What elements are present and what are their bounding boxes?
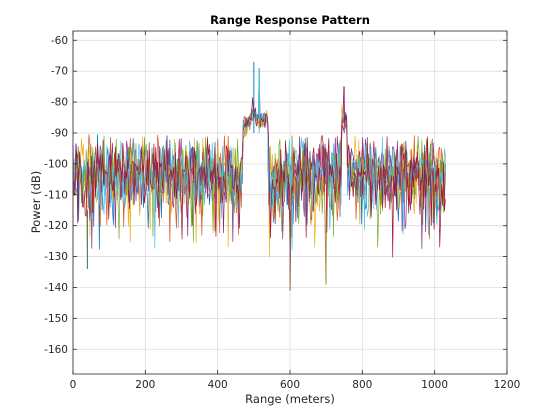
y-tick-label: -90	[51, 127, 68, 139]
y-tick-label: -110	[44, 189, 68, 201]
y-tick-label: -80	[51, 97, 68, 109]
y-tick-label: -140	[44, 282, 68, 294]
x-tick-label: 600	[280, 379, 300, 391]
series-lines	[72, 61, 446, 291]
x-axis-label: Range (meters)	[245, 392, 335, 406]
x-tick-label: 1000	[421, 379, 448, 391]
chart-title: Range Response Pattern	[210, 13, 370, 27]
x-tick-label: 800	[352, 379, 372, 391]
x-tick-label: 400	[208, 379, 228, 391]
y-tick-label: -150	[44, 313, 68, 325]
y-axis-label: Power (dB)	[29, 171, 43, 234]
y-tick-label: -70	[51, 66, 68, 78]
x-tick-label: 200	[135, 379, 155, 391]
x-tick-label: 0	[70, 379, 77, 391]
x-tick-label: 1200	[494, 379, 521, 391]
axis-ticks: 0 200 400 600 800 1000 1200 -160 -150 -140 -130 -12…	[44, 31, 520, 391]
y-tick-label: -100	[44, 158, 68, 170]
y-tick-label: -160	[44, 344, 68, 356]
y-tick-label: -60	[51, 35, 68, 47]
y-tick-label: -130	[44, 251, 68, 263]
y-tick-label: -120	[44, 220, 68, 232]
